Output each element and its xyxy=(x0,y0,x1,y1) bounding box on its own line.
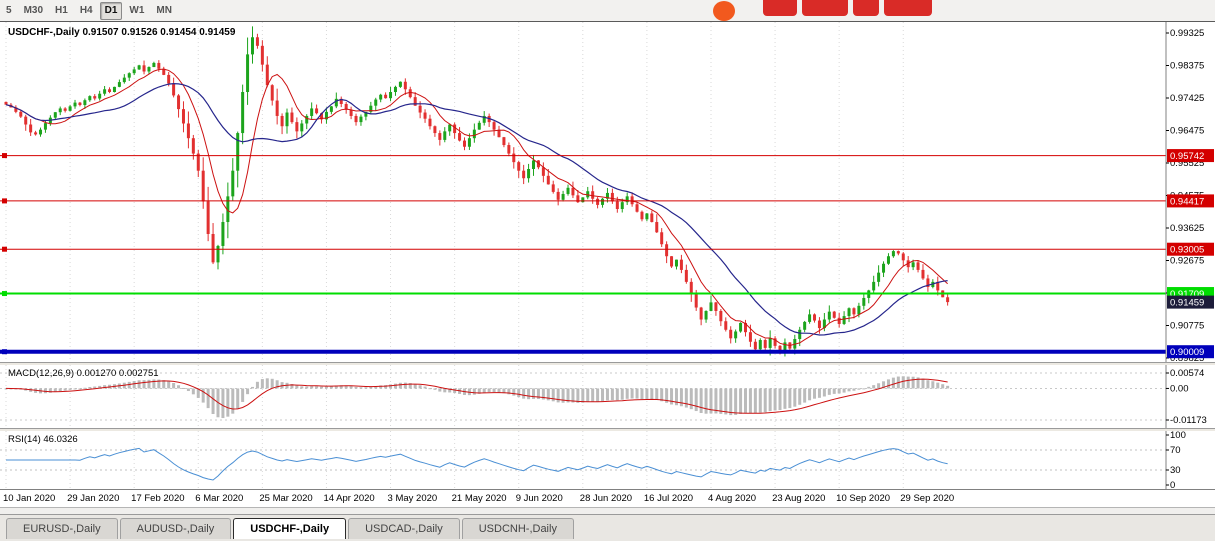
line-handle[interactable] xyxy=(2,349,7,355)
chart-tab-eurusd[interactable]: EURUSD-,Daily xyxy=(6,518,118,539)
level-price-badge-label: 0.94417 xyxy=(1170,196,1204,207)
chart-tab-usdchf[interactable]: USDCHF-,Daily xyxy=(233,518,347,539)
date-axis-label: 10 Sep 2020 xyxy=(836,493,891,504)
symbol-ohlc-header: USDCHF-,Daily 0.91507 0.91526 0.91454 0.… xyxy=(8,27,236,38)
ma-fast-line xyxy=(5,68,948,347)
date-axis-label: 29 Sep 2020 xyxy=(900,493,955,504)
chart-tab-bar: EURUSD-,Daily AUDUSD-,Daily USDCHF-,Daily U… xyxy=(0,514,1215,541)
date-axis-label: 23 Aug 2020 xyxy=(772,493,826,504)
banner-logo-box xyxy=(884,0,932,16)
current-price-badge-label: 0.91459 xyxy=(1170,298,1204,309)
macd-indicator-label: MACD(12,26,9) 0.001270 0.002751 xyxy=(8,368,159,379)
level-price-badge xyxy=(1167,149,1214,163)
date-axis-label: 16 Jul 2020 xyxy=(643,493,694,504)
timeframe-button-h1[interactable]: H1 xyxy=(55,5,68,16)
timeframe-button-5[interactable]: 5 xyxy=(6,5,12,16)
level-price-badge-label: 0.91709 xyxy=(1170,289,1204,300)
price-chart[interactable]: 0.993250.983750.974250.964750.955250.945… xyxy=(0,22,1215,362)
timeframe-toolbar: 5 M30 H1 H4 D1 W1 MN xyxy=(0,0,1215,22)
date-axis-label: 14 Apr 2020 xyxy=(323,493,375,504)
date-axis-label: 6 Mar 2020 xyxy=(195,493,244,504)
date-axis-label: 10 Jan 2020 xyxy=(3,493,56,504)
banner-logo-box xyxy=(763,0,797,16)
price-axis-label: 0.93625 xyxy=(1170,223,1204,234)
price-axis-label: 0.96475 xyxy=(1170,126,1204,137)
ma-slow-line xyxy=(5,82,948,336)
level-price-badge xyxy=(1167,194,1214,208)
date-axis-label: 3 May 2020 xyxy=(387,493,438,504)
price-axis-label: 0.99325 xyxy=(1170,28,1204,39)
price-axis-label: 0.97425 xyxy=(1170,93,1204,104)
macd-axis-label: 0.00574 xyxy=(1170,368,1204,379)
rsi-axis-label: 70 xyxy=(1170,445,1181,456)
line-handle[interactable] xyxy=(2,153,7,159)
price-axis-label: 0.90775 xyxy=(1170,321,1204,332)
level-price-badge-label: 0.95742 xyxy=(1170,151,1204,162)
date-axis[interactable]: 10 Jan 2020 29 Jan 2020 17 Feb 2020 6 Mar 2… xyxy=(0,489,1215,507)
timeframe-button-mn[interactable]: MN xyxy=(156,5,172,16)
banner-logo-box xyxy=(802,0,848,16)
date-axis-label: 29 Jan 2020 xyxy=(67,493,120,504)
line-handle[interactable] xyxy=(2,246,7,252)
rsi-indicator-label: RSI(14) 46.0326 xyxy=(8,434,78,445)
macd-signal-line xyxy=(5,378,948,414)
level-price-badge xyxy=(1167,345,1214,359)
level-price-badge-label: 0.90009 xyxy=(1170,347,1204,358)
chart-tab-audusd[interactable]: AUDUSD-,Daily xyxy=(119,518,232,539)
rsi-indicator-panel[interactable]: 100 70 30 0 RSI(14) 46.0326 xyxy=(0,431,1215,489)
timeframe-button-m30[interactable]: M30 xyxy=(23,5,44,16)
price-axis-label: 0.92675 xyxy=(1170,256,1204,267)
rsi-axis-label: 100 xyxy=(1170,431,1186,441)
current-price-badge xyxy=(1167,295,1214,309)
banner-logo-box xyxy=(853,0,879,16)
rsi-axis-label: 30 xyxy=(1170,465,1181,476)
macd-indicator-panel[interactable]: 0.00574 0.00 -0.01173 MACD(12,26,9) 0.00127… xyxy=(0,365,1215,428)
date-axis-label: 17 Feb 2020 xyxy=(131,493,185,504)
rsi-axis-label: 0 xyxy=(1170,480,1175,489)
timeframe-button-d1[interactable]: D1 xyxy=(99,2,123,20)
chart-tab-usdcnh[interactable]: USDCNH-,Daily xyxy=(461,518,574,539)
timeframe-button-h4[interactable]: H4 xyxy=(79,5,93,16)
line-handle[interactable] xyxy=(2,291,7,297)
timeframe-button-w1[interactable]: W1 xyxy=(129,5,145,16)
banner-logo-circle xyxy=(713,1,735,21)
level-price-badge xyxy=(1167,242,1214,256)
macd-axis-label: -0.01173 xyxy=(1170,415,1207,426)
price-axis-label: 0.98375 xyxy=(1170,61,1204,72)
price-axis-label: 0.95525 xyxy=(1170,158,1204,169)
level-price-badge-label: 0.93005 xyxy=(1170,245,1204,256)
chart-tab-usdcad[interactable]: USDCAD-,Daily xyxy=(348,518,460,539)
date-axis-label: 28 Jun 2020 xyxy=(579,493,633,504)
date-axis-label: 25 Mar 2020 xyxy=(259,493,313,504)
macd-axis-label: 0.00 xyxy=(1170,383,1189,394)
bottom-strip xyxy=(0,507,1215,514)
date-axis-label: 9 Jun 2020 xyxy=(515,493,563,504)
rsi-line xyxy=(6,447,948,481)
date-axis-label: 4 Aug 2020 xyxy=(707,493,757,504)
line-handle[interactable] xyxy=(2,198,7,204)
date-axis-label: 21 May 2020 xyxy=(451,493,507,504)
